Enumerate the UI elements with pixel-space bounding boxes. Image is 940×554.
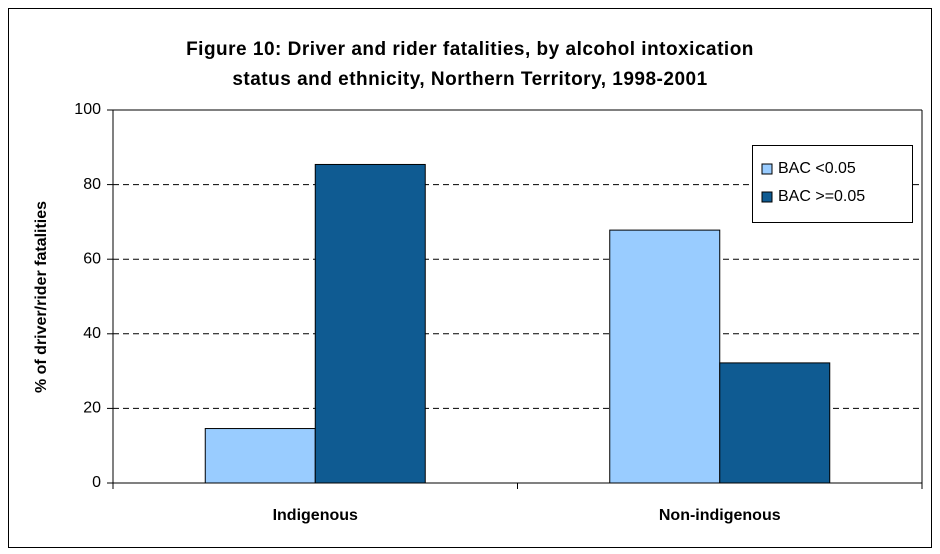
chart-title: Figure 10: Driver and rider fatalities, …: [186, 39, 754, 60]
y-tick-label: 60: [83, 250, 101, 267]
bar: [314, 163, 426, 484]
legend-label: BAC <0.05: [778, 160, 856, 177]
y-tick-label: 100: [74, 101, 101, 118]
legend-label: BAC >=0.05: [778, 188, 865, 205]
x-tick-label: Non-indigenous: [659, 507, 781, 524]
y-tick-label: 80: [83, 176, 101, 193]
bar: [719, 362, 831, 484]
y-tick-label: 20: [83, 400, 101, 417]
bar: [609, 229, 721, 484]
y-tick-label: 40: [83, 325, 101, 342]
legend-swatch: [761, 191, 773, 203]
legend-swatch: [761, 163, 773, 175]
y-axis-label: % of driver/rider fatalities: [33, 201, 50, 393]
y-tick-label: 0: [92, 474, 101, 491]
x-tick-label: Indigenous: [273, 507, 358, 524]
chart-title: status and ethnicity, Northern Territory…: [232, 69, 707, 90]
legend-box: [752, 145, 913, 223]
bar: [204, 428, 316, 484]
